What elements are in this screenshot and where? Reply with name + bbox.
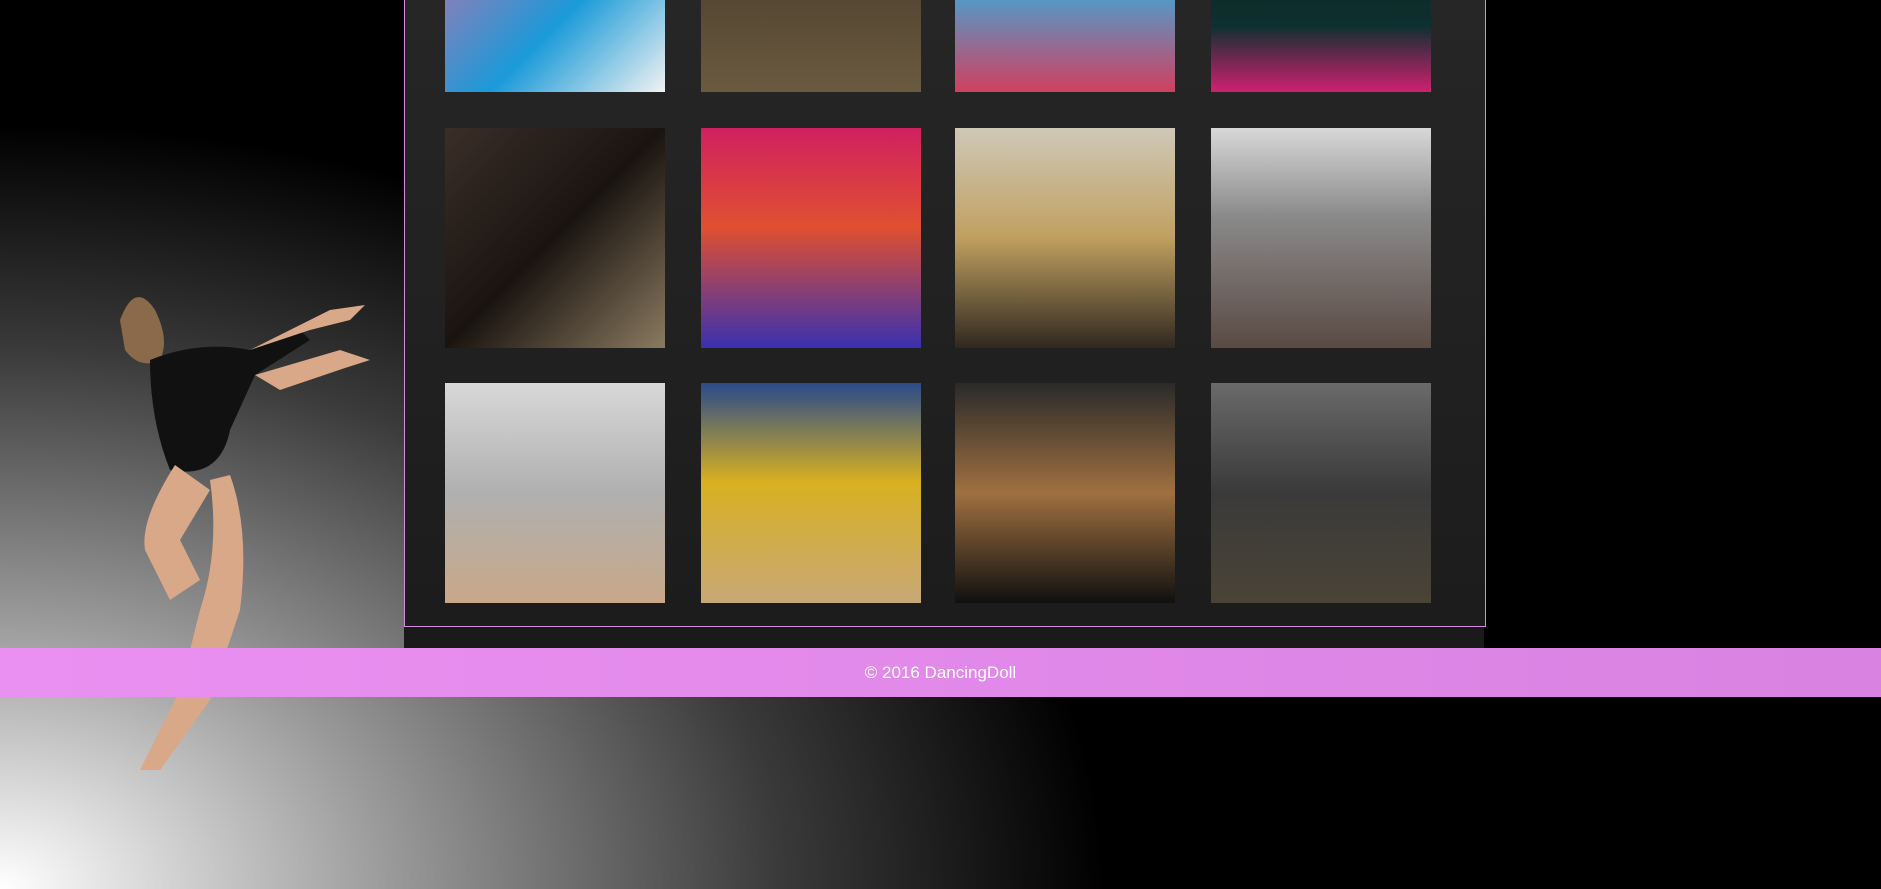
gallery-photo[interactable] bbox=[701, 128, 921, 348]
gallery-photo[interactable] bbox=[701, 0, 921, 92]
gallery-photo[interactable] bbox=[955, 383, 1175, 603]
gallery-photo[interactable] bbox=[955, 0, 1175, 92]
dancer-image bbox=[120, 297, 370, 770]
gallery-photo[interactable] bbox=[445, 0, 665, 92]
gallery-photo[interactable] bbox=[1211, 383, 1431, 603]
gallery-photo[interactable] bbox=[445, 128, 665, 348]
gallery-photo[interactable] bbox=[1211, 128, 1431, 348]
gallery-photo[interactable] bbox=[955, 128, 1175, 348]
footer: © 2016 DancingDoll bbox=[0, 648, 1881, 697]
gallery-photo[interactable] bbox=[1211, 0, 1431, 92]
panel-strip bbox=[404, 627, 1484, 648]
gallery-photo[interactable] bbox=[701, 383, 921, 603]
gallery-photo[interactable] bbox=[445, 383, 665, 603]
footer-text: © 2016 DancingDoll bbox=[864, 663, 1017, 682]
